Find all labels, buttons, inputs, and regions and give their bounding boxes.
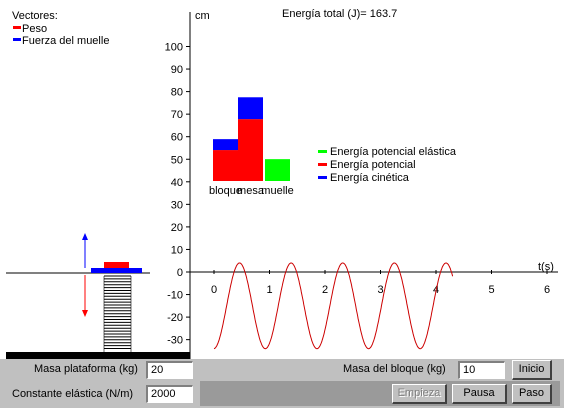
energy-bar-segment bbox=[238, 97, 263, 120]
x-tick-label: 3 bbox=[377, 284, 383, 296]
spring-force-color-swatch bbox=[13, 38, 21, 41]
y-tick-label: 60 bbox=[171, 132, 183, 144]
y-tick-label: -10 bbox=[167, 290, 183, 302]
inicio-button[interactable]: Inicio bbox=[512, 360, 552, 380]
x-axis-unit: t(s) bbox=[538, 261, 554, 273]
displacement-curve bbox=[213, 262, 454, 350]
energy-bar-category-label: bloque bbox=[209, 185, 242, 197]
y-tick-label: 30 bbox=[171, 199, 183, 211]
y-tick-label: 40 bbox=[171, 177, 183, 189]
energy-legend-label: Energía potencial elástica bbox=[330, 146, 457, 158]
x-tick-label: 6 bbox=[544, 284, 550, 296]
energy-bar-segment bbox=[213, 139, 238, 151]
y-tick-label: 80 bbox=[171, 87, 183, 99]
weight-legend-label: Peso bbox=[22, 23, 47, 35]
platform-mass-label: Masa plataforma (kg) bbox=[34, 363, 138, 375]
spring-constant-input[interactable]: 2000 bbox=[146, 385, 193, 403]
pausa-button[interactable]: Pausa bbox=[452, 384, 507, 404]
control-panel: Masa plataforma (kg) 20 Constante elásti… bbox=[0, 359, 564, 408]
energy-legend-swatch bbox=[318, 163, 327, 166]
energy-bar-segment bbox=[213, 150, 238, 181]
y-tick-label: -30 bbox=[167, 335, 183, 347]
energy-legend-swatch bbox=[318, 150, 327, 153]
paso-button[interactable]: Paso bbox=[512, 384, 552, 404]
vectors-legend-title: Vectores: bbox=[12, 10, 58, 22]
energy-bar-category-label: muelle bbox=[261, 185, 293, 197]
base-floor bbox=[6, 352, 190, 359]
spring-force-legend-label: Fuerza del muelle bbox=[22, 35, 109, 47]
energy-legend-label: Energía potencial bbox=[330, 159, 416, 171]
energy-bar-category-label: mesa bbox=[237, 185, 265, 197]
x-tick-label: 5 bbox=[488, 284, 494, 296]
y-tick-label: 90 bbox=[171, 64, 183, 76]
block-mass-input[interactable]: 10 bbox=[458, 361, 505, 379]
y-tick-label: 0 bbox=[177, 267, 183, 279]
y-tick-label: -20 bbox=[167, 312, 183, 324]
y-tick-label: 50 bbox=[171, 154, 183, 166]
y-tick-label: 20 bbox=[171, 222, 183, 234]
energy-bar-segment bbox=[265, 159, 290, 181]
total-energy-readout: Energía total (J)= 163.7 bbox=[282, 8, 397, 20]
spring-coils bbox=[103, 275, 132, 352]
weight-color-swatch bbox=[13, 26, 21, 29]
energy-legend-label: Energía cinética bbox=[330, 172, 410, 184]
block-mass-label: Masa del bloque (kg) bbox=[343, 363, 446, 375]
energy-bar-segment bbox=[238, 119, 263, 181]
spring-system bbox=[6, 233, 190, 359]
energy-legend-swatch bbox=[318, 176, 327, 179]
spring-force-arrowhead-icon bbox=[82, 233, 88, 240]
y-tick-label: 70 bbox=[171, 109, 183, 121]
weight-arrowhead-icon bbox=[82, 310, 88, 317]
x-tick-label: 0 bbox=[211, 284, 217, 296]
block bbox=[104, 262, 129, 268]
y-axis-unit: cm bbox=[195, 10, 210, 22]
platform-mass-input[interactable]: 20 bbox=[146, 361, 193, 379]
spring-constant-label: Constante elástica (N/m) bbox=[12, 388, 134, 400]
empieza-button[interactable]: Empieza bbox=[392, 384, 447, 404]
platform bbox=[91, 268, 142, 273]
x-tick-label: 2 bbox=[322, 284, 328, 296]
y-tick-label: 10 bbox=[171, 244, 183, 256]
y-tick-label: 100 bbox=[165, 42, 183, 54]
x-tick-label: 1 bbox=[266, 284, 272, 296]
